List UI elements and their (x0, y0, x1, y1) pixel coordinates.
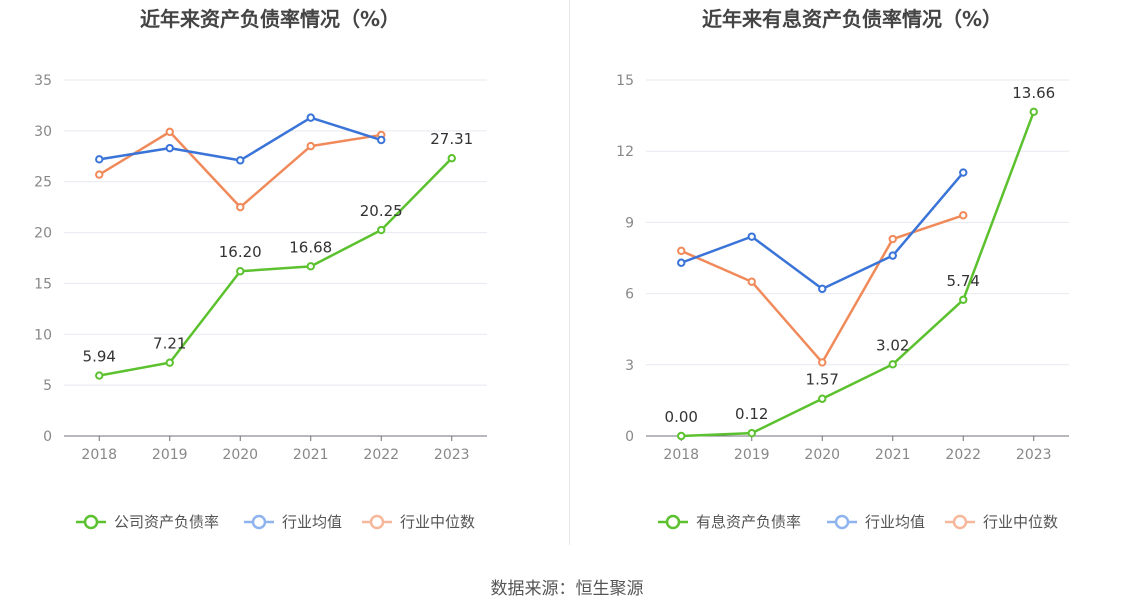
legend-marker-icon (952, 514, 968, 530)
data-point-company (959, 295, 968, 304)
x-tick-label: 2018 (81, 447, 117, 463)
y-tick-label: 6 (625, 287, 634, 303)
data-point-company (95, 371, 104, 380)
data-point-median (959, 211, 968, 220)
y-tick-label: 5 (43, 378, 52, 394)
y-tick-label: 30 (34, 124, 52, 140)
data-point-company (165, 358, 174, 367)
chart-divider (569, 0, 570, 545)
legend-label: 行业中位数 (400, 513, 475, 531)
y-tick-label: 20 (34, 226, 52, 242)
data-label: 7.21 (153, 335, 186, 353)
data-point-median (747, 277, 756, 286)
legend-marker-icon (251, 514, 267, 530)
data-point-company (447, 154, 456, 163)
data-point-company (377, 225, 386, 235)
legend-marker-icon (369, 514, 385, 530)
series-line-company (99, 157, 453, 377)
data-point-avg (677, 258, 686, 267)
data-point-median (236, 202, 245, 212)
y-tick-label: 25 (34, 175, 52, 191)
legend-marker-icon (834, 514, 850, 530)
series-line-median (98, 130, 382, 209)
data-source: 数据来源：恒生聚源 (490, 579, 644, 599)
data-point-avg (377, 135, 386, 145)
x-tick-label: 2021 (293, 447, 329, 463)
data-label: 0.00 (665, 408, 698, 426)
data-label: 13.66 (1012, 84, 1055, 102)
data-point-avg (747, 232, 756, 241)
series-line-avg (99, 116, 382, 162)
data-label: 0.12 (735, 405, 768, 423)
y-tick-label: 0 (625, 429, 634, 445)
legend-marker-icon (83, 514, 99, 530)
data-point-company (888, 360, 897, 369)
data-label: 3.02 (876, 336, 909, 354)
x-tick-label: 2020 (222, 447, 258, 463)
y-tick-label: 9 (625, 215, 634, 231)
data-point-company (236, 267, 245, 276)
x-tick-label: 2020 (804, 447, 840, 463)
y-tick-label: 0 (43, 429, 52, 445)
data-point-median (306, 141, 315, 151)
data-label: 27.31 (430, 130, 473, 148)
data-point-avg (236, 156, 245, 165)
data-label: 5.74 (947, 272, 980, 290)
data-point-company (1029, 107, 1038, 117)
data-label: 5.94 (83, 348, 116, 366)
y-tick-label: 3 (625, 358, 634, 374)
x-tick-label: 2022 (945, 447, 981, 463)
data-point-company (747, 428, 756, 438)
legend-label: 行业均值 (865, 513, 925, 531)
data-point-company (818, 394, 827, 403)
x-tick-label: 2023 (1016, 447, 1052, 463)
data-point-company (677, 431, 686, 441)
x-tick-label: 2022 (363, 447, 399, 463)
data-point-avg (818, 284, 827, 294)
series-line-company (681, 111, 1035, 438)
data-label: 1.57 (806, 371, 839, 389)
x-tick-label: 2018 (663, 447, 699, 463)
y-tick-label: 15 (616, 73, 634, 89)
legend-label: 有息资产负债率 (696, 513, 801, 531)
data-label: 20.25 (360, 202, 403, 220)
data-point-avg (95, 155, 104, 164)
legend-label: 行业均值 (282, 513, 342, 531)
data-point-avg (959, 168, 968, 177)
data-label: 16.68 (289, 238, 332, 256)
data-point-median (95, 170, 104, 179)
x-tick-label: 2021 (875, 447, 911, 463)
legend-marker-icon (665, 514, 681, 530)
y-tick-label: 10 (34, 327, 52, 343)
data-point-median (818, 358, 827, 367)
legend-label: 公司资产负债率 (114, 513, 219, 531)
data-point-company (306, 262, 315, 271)
chart-title: 近年来有息资产负债率情况（%） (702, 7, 1002, 31)
y-tick-label: 12 (616, 144, 634, 160)
x-tick-label: 2019 (152, 447, 188, 463)
data-label: 16.20 (219, 243, 262, 261)
data-point-avg (165, 143, 174, 153)
chart-interest-debt-ratio: 近年来有息资产负债率情况（%） 0 3 6 9 12 15 2018 2019 2020 2021 2… (616, 7, 1069, 531)
chart-title: 近年来资产负债率情况（%） (140, 7, 400, 31)
data-point-avg (888, 251, 897, 260)
legend-label: 行业中位数 (983, 513, 1058, 531)
data-point-median (165, 127, 174, 137)
y-tick-label: 35 (34, 73, 52, 89)
chart-debt-ratio: 近年来资产负债率情况（%） 0 5 10 15 20 25 30 35 2018 2019 2020 2… (34, 7, 487, 531)
data-point-median (888, 234, 897, 244)
data-point-median (677, 246, 686, 256)
y-tick-label: 15 (34, 276, 52, 292)
data-point-avg (306, 113, 315, 122)
x-tick-label: 2023 (434, 447, 470, 463)
x-tick-label: 2019 (734, 447, 770, 463)
